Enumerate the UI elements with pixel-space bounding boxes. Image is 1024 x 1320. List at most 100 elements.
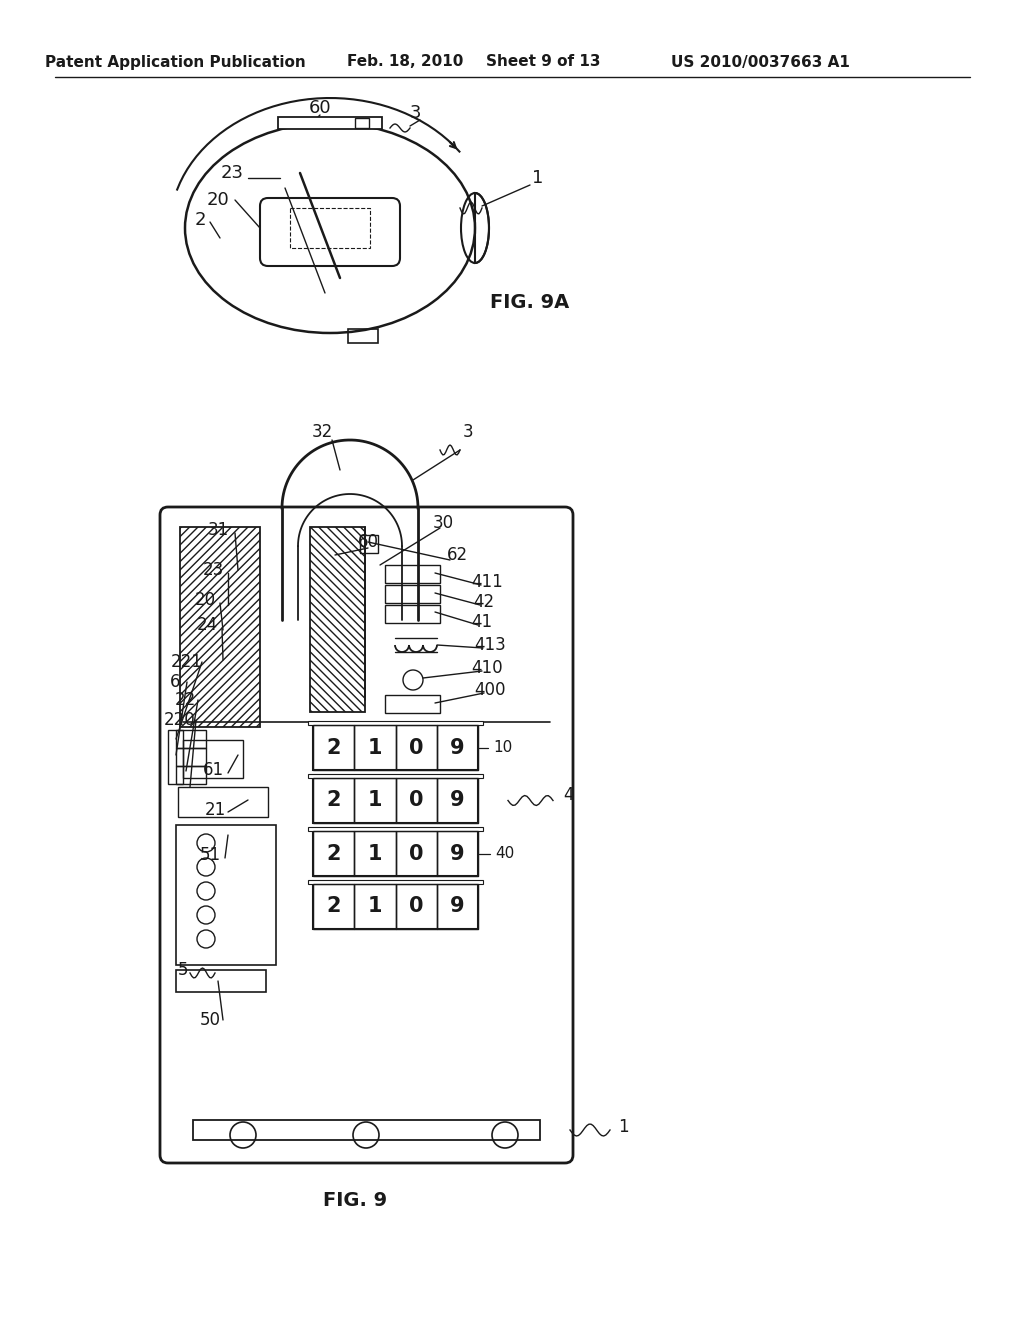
Text: 6: 6 xyxy=(170,673,180,690)
Bar xyxy=(348,329,378,343)
Bar xyxy=(313,832,354,876)
Text: 62: 62 xyxy=(446,546,468,564)
Bar xyxy=(354,884,395,929)
FancyBboxPatch shape xyxy=(160,507,573,1163)
Text: 5: 5 xyxy=(178,961,188,979)
Text: 22: 22 xyxy=(174,690,196,709)
Bar xyxy=(313,777,354,822)
Text: 1: 1 xyxy=(368,896,382,916)
Bar xyxy=(168,730,183,784)
Bar xyxy=(310,527,365,711)
Text: 40: 40 xyxy=(496,846,515,861)
Text: 3: 3 xyxy=(410,104,421,121)
Bar xyxy=(313,884,478,929)
Text: 31: 31 xyxy=(208,521,228,539)
Bar xyxy=(313,725,354,770)
Text: 410: 410 xyxy=(471,659,503,677)
Bar xyxy=(180,527,260,727)
Text: 60: 60 xyxy=(308,99,332,117)
Bar xyxy=(354,832,395,876)
Bar xyxy=(437,884,478,929)
Bar xyxy=(178,787,268,817)
Text: 32: 32 xyxy=(311,422,333,441)
Text: 4: 4 xyxy=(563,787,573,804)
Bar xyxy=(437,832,478,876)
Bar xyxy=(395,725,437,770)
Text: 61: 61 xyxy=(203,762,223,779)
Text: Patent Application Publication: Patent Application Publication xyxy=(45,54,305,70)
Text: 1: 1 xyxy=(368,843,382,863)
Bar xyxy=(176,766,206,784)
Text: 0: 0 xyxy=(409,843,423,863)
Bar xyxy=(360,535,378,553)
Text: 23: 23 xyxy=(203,561,223,579)
Text: 30: 30 xyxy=(432,513,454,532)
Bar xyxy=(385,696,440,713)
Bar xyxy=(395,884,437,929)
Text: 0: 0 xyxy=(409,791,423,810)
Text: 9: 9 xyxy=(451,738,465,758)
Bar xyxy=(313,884,354,929)
Text: 1: 1 xyxy=(368,791,382,810)
Text: 221: 221 xyxy=(171,653,203,671)
Text: 220: 220 xyxy=(164,711,196,729)
Text: Sheet 9 of 13: Sheet 9 of 13 xyxy=(485,54,600,70)
Text: 2: 2 xyxy=(327,843,341,863)
Text: 2: 2 xyxy=(327,896,341,916)
Bar xyxy=(313,777,478,822)
Bar xyxy=(308,828,483,832)
Text: 411: 411 xyxy=(471,573,503,591)
Bar xyxy=(355,117,369,128)
Bar xyxy=(437,777,478,822)
Text: Feb. 18, 2010: Feb. 18, 2010 xyxy=(347,54,463,70)
Text: 1: 1 xyxy=(368,738,382,758)
Bar xyxy=(308,774,483,777)
Bar xyxy=(385,605,440,623)
Bar xyxy=(354,725,395,770)
Text: 2: 2 xyxy=(327,791,341,810)
Text: 23: 23 xyxy=(220,164,244,182)
Text: 10: 10 xyxy=(494,741,513,755)
Bar xyxy=(290,209,370,248)
Text: 3: 3 xyxy=(463,422,473,441)
Text: US 2010/0037663 A1: US 2010/0037663 A1 xyxy=(671,54,850,70)
Text: 0: 0 xyxy=(409,738,423,758)
Bar xyxy=(183,741,243,777)
Text: 51: 51 xyxy=(200,846,220,865)
Bar xyxy=(278,117,382,129)
Bar xyxy=(385,565,440,583)
Bar xyxy=(176,970,266,993)
Text: 1: 1 xyxy=(532,169,544,187)
Bar xyxy=(176,825,276,965)
Bar xyxy=(313,832,478,876)
Text: 21: 21 xyxy=(205,801,225,818)
Bar xyxy=(437,725,478,770)
Bar xyxy=(313,725,478,770)
Text: FIG. 9A: FIG. 9A xyxy=(490,293,569,313)
Text: 9: 9 xyxy=(451,791,465,810)
Text: 42: 42 xyxy=(473,593,495,611)
Text: 24: 24 xyxy=(197,616,217,634)
Text: 20: 20 xyxy=(195,591,216,609)
Bar xyxy=(395,777,437,822)
Text: 50: 50 xyxy=(200,1011,220,1030)
Text: 41: 41 xyxy=(471,612,493,631)
Bar xyxy=(176,730,206,748)
Text: 60: 60 xyxy=(357,533,379,550)
Bar xyxy=(176,748,206,766)
Bar xyxy=(308,721,483,725)
Text: 2: 2 xyxy=(195,211,206,228)
Bar xyxy=(354,777,395,822)
Bar xyxy=(385,585,440,603)
Text: 1: 1 xyxy=(617,1118,629,1137)
Text: 413: 413 xyxy=(474,636,506,653)
Bar xyxy=(193,1119,540,1140)
Text: 400: 400 xyxy=(474,681,506,700)
Text: 2: 2 xyxy=(327,738,341,758)
Bar xyxy=(395,832,437,876)
Text: 9: 9 xyxy=(451,896,465,916)
Text: 0: 0 xyxy=(409,896,423,916)
Bar xyxy=(308,880,483,884)
Text: 9: 9 xyxy=(451,843,465,863)
Text: 20: 20 xyxy=(207,191,229,209)
